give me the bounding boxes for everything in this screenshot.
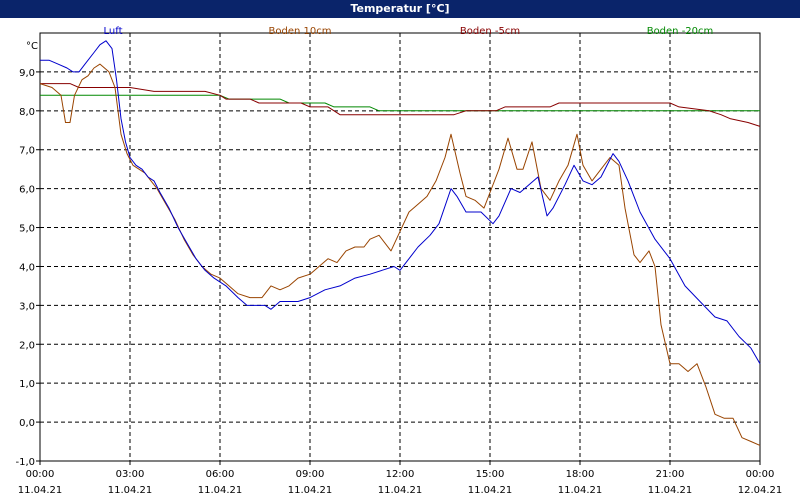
x-tick-date-label: 11.04.21 <box>468 485 513 496</box>
legend-item: Boden 10cm <box>269 26 332 37</box>
series-line-boden-10cm <box>39 63 761 446</box>
x-tick-date-label: 11.04.21 <box>558 485 603 496</box>
window-title: Temperatur [°C] <box>0 0 800 18</box>
x-tick-date-label: 11.04.21 <box>18 485 63 496</box>
series-line-boden-5cm <box>40 83 761 127</box>
x-tick-date-label: 11.04.21 <box>648 485 693 496</box>
y-tick-label: 1,0 <box>19 379 35 390</box>
legend-item: Luft <box>104 26 123 37</box>
series-group <box>39 40 761 446</box>
y-tick-label: 6,0 <box>19 185 35 196</box>
y-axis-label: °C <box>26 41 38 52</box>
x-tick-time-label: 03:00 <box>116 469 145 480</box>
x-tick-date-label: 11.04.21 <box>378 485 423 496</box>
x-tick-date-label: 11.04.21 <box>198 485 243 496</box>
y-tick-label: 5,0 <box>19 224 35 235</box>
legend: Luft Boden 10cm Boden -5cm Boden -20cm <box>104 26 714 37</box>
y-tick-label: 8,0 <box>19 107 35 118</box>
y-tick-label: 9,0 <box>19 68 35 79</box>
y-tick-label: 3,0 <box>19 301 35 312</box>
y-tick-label: 4,0 <box>19 262 35 273</box>
y-tick-label: 2,0 <box>19 340 35 351</box>
x-axis: 00:00 11.04.21 03:00 11.04.21 06:00 11.04.21 0… <box>18 461 783 496</box>
x-tick-time-label: 00:00 <box>746 469 775 480</box>
y-axis: -1,0 0,0 1,0 2,0 3,0 4,0 5,0 6,0 7,0 8,0 9,0 <box>15 68 40 468</box>
series-line-boden-20cm <box>40 94 760 112</box>
x-tick-date-label: 11.04.21 <box>108 485 153 496</box>
y-tick-label: 7,0 <box>19 146 35 157</box>
x-tick-time-label: 18:00 <box>566 469 595 480</box>
y-tick-label: 0,0 <box>19 418 35 429</box>
x-tick-time-label: 21:00 <box>656 469 685 480</box>
legend-item: Boden -5cm <box>460 26 520 37</box>
x-tick-time-label: 09:00 <box>296 469 325 480</box>
series-line-luft <box>40 40 761 364</box>
x-tick-date-label: 12.04.21 <box>738 485 783 496</box>
x-tick-time-label: 15:00 <box>476 469 505 480</box>
grid <box>40 33 760 462</box>
x-tick-time-label: 12:00 <box>386 469 415 480</box>
x-tick-time-label: 00:00 <box>26 469 55 480</box>
y-tick-label: -1,0 <box>15 457 35 468</box>
legend-item: Boden -20cm <box>647 26 714 37</box>
x-tick-time-label: 06:00 <box>206 469 235 480</box>
x-tick-date-label: 11.04.21 <box>288 485 333 496</box>
